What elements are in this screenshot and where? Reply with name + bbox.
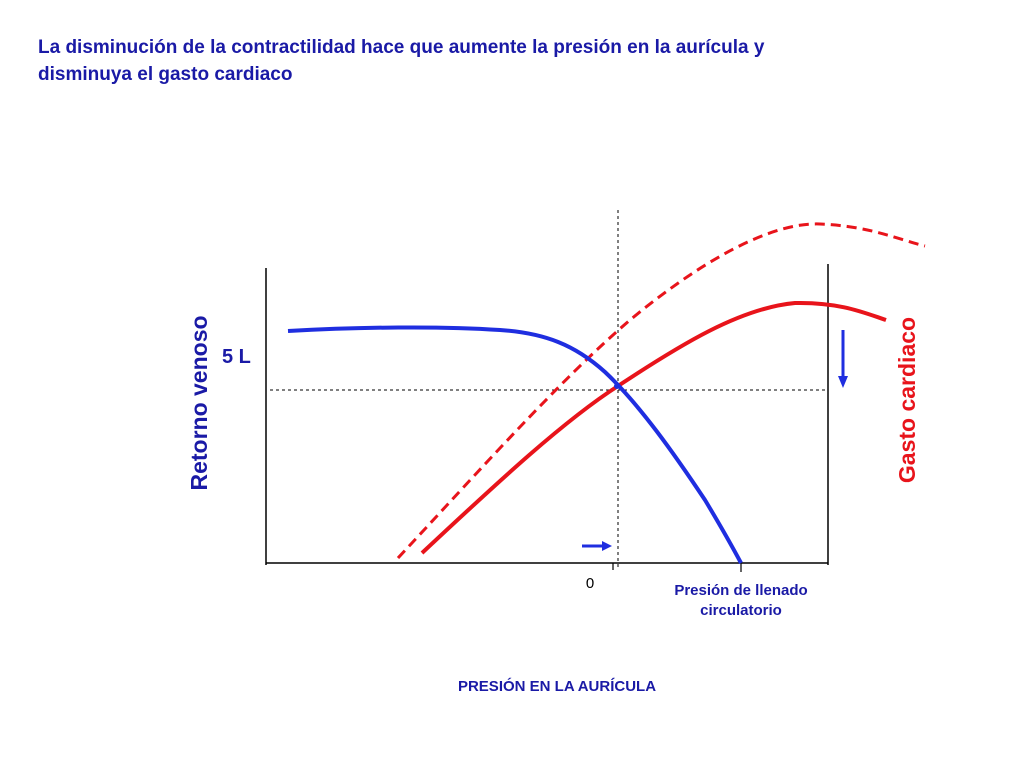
zero-label: 0 <box>586 575 594 592</box>
right-axis-label: Gasto cardiaco <box>894 317 920 483</box>
x-axis-title: PRESIÓN EN LA AURÍCULA <box>458 677 656 695</box>
slide-title: La disminución de la contractilidad hace… <box>38 37 765 85</box>
reduced-cardiac-output-curve <box>420 300 887 555</box>
equilibrium-point <box>614 383 620 389</box>
mcfp-label-line2: circulatorio <box>700 602 782 619</box>
level-label: 5 L <box>222 346 251 368</box>
downward-arrow-icon <box>838 330 848 388</box>
left-axis-label: Retorno venoso <box>186 315 212 490</box>
rightward-arrow-icon <box>582 541 612 551</box>
mcfp-label-line1: Presión de llenado <box>674 582 807 599</box>
normal-cardiac-output-curve <box>396 222 926 560</box>
venous-return-curve <box>287 325 743 564</box>
